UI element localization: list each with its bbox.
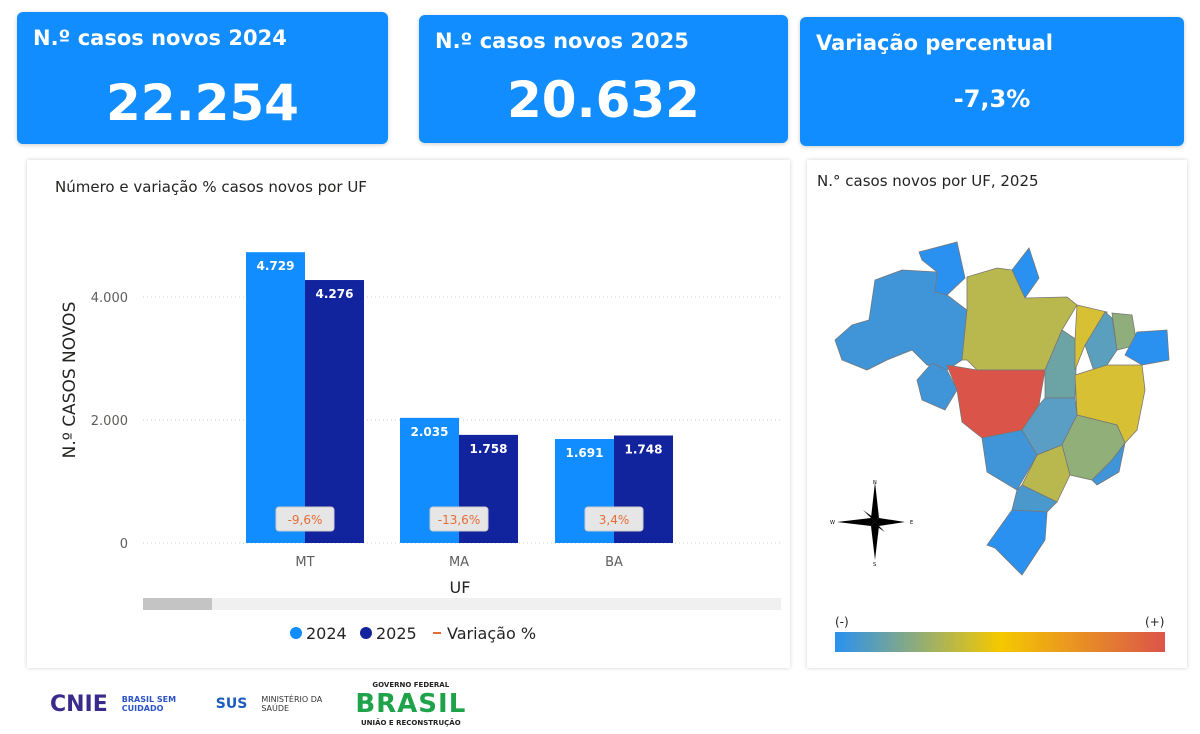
kpi-value: -7,3% [953,85,1031,113]
kpi-card-variation: Variação percentual -7,3% [800,17,1184,146]
chart-title: Número e variação % casos novos por UF [55,178,367,196]
state-ne[interactable] [1124,329,1170,366]
logo-cnie: CNIE [50,691,108,717]
state-sc-rs[interactable] [986,509,1048,576]
legend-max: (+) [1145,615,1164,629]
map-panel: N.° casos novos por UF, 2025 N S W E (-)… [807,160,1187,668]
color-scale [835,632,1165,652]
logo-sus: SUS [215,696,248,712]
footer-logos: CNIE BRASIL SEM CUIDADO SUS MINISTÉRIO D… [30,676,466,732]
compass-rose-icon: N S W E [830,480,913,568]
legend-min: (-) [835,615,849,629]
kpi-value: 20.632 [507,71,700,129]
state-rr[interactable] [918,241,966,296]
kpi-value: 22.254 [106,74,299,132]
logo-brasil-sem-cuidado: BRASIL SEM CUIDADO [121,695,177,713]
kpi-title: N.º casos novos 2024 [33,26,287,50]
compass-e: E [910,520,913,526]
logo-brasil: BRASIL [355,689,467,719]
kpi-card-2025: N.º casos novos 2025 20.632 [419,15,788,143]
state-pr[interactable] [1011,484,1058,513]
compass-w: W [830,520,835,526]
bar-chart-panel: Número e variação % casos novos por UF [27,160,790,668]
logo-uniao: UNIÃO E RECONSTRUÇÃO [360,719,461,727]
map-title: N.° casos novos por UF, 2025 [817,172,1039,190]
logo-governo: GOVERNO FEDERAL BRASIL UNIÃO E RECONSTRU… [355,681,466,727]
compass-n: N [873,480,877,486]
kpi-card-2024: N.º casos novos 2024 22.254 [17,12,388,144]
logo-governo-federal: GOVERNO FEDERAL [372,681,450,689]
kpi-title: N.º casos novos 2025 [435,29,689,53]
brazil-map: N S W E (-) (+) [830,241,1170,652]
state-es-rj[interactable] [1091,442,1126,486]
compass-s: S [873,562,876,568]
state-ms[interactable] [981,429,1038,491]
state-sp[interactable] [1021,444,1071,503]
kpi-title: Variação percentual [816,31,1053,55]
logo-ministerio: MINISTÉRIO DA SAÚDE [261,695,323,713]
state-to[interactable] [1044,329,1078,399]
